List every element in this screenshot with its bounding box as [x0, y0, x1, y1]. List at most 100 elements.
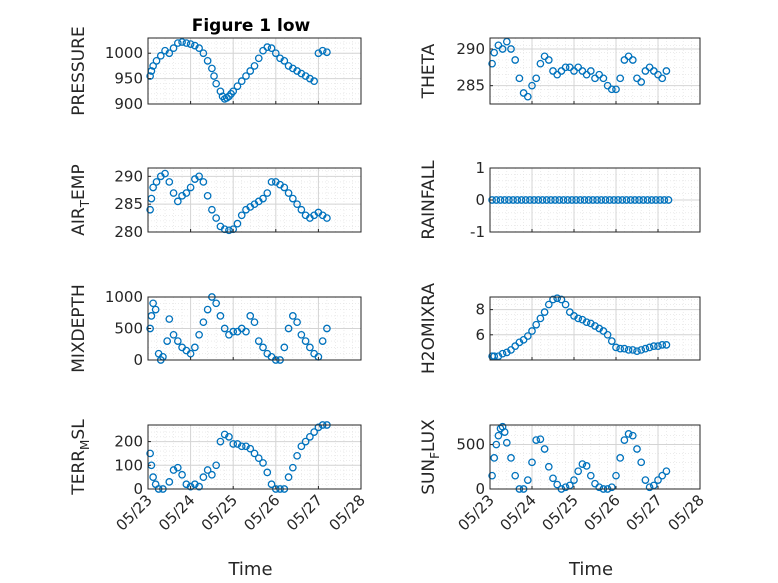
data-point [589, 196, 597, 204]
plot-area [490, 38, 700, 104]
data-point [191, 343, 199, 352]
data-point [652, 196, 660, 204]
data-point [149, 473, 157, 481]
x-tick-label: 05/26 [581, 491, 624, 534]
y-axis-label: RAINFALL [419, 160, 439, 240]
data-point [488, 196, 496, 204]
data-point [633, 445, 641, 453]
plot-area [148, 168, 361, 232]
data-point [161, 169, 169, 178]
data-point [664, 196, 673, 204]
y-tick-label: 950 [114, 70, 143, 88]
x-tick-label: 05/26 [240, 491, 283, 534]
data-point [500, 196, 509, 204]
x-tick-label: 05/25 [539, 491, 582, 534]
data-point [173, 39, 182, 47]
data-point [526, 196, 534, 204]
data-point [233, 440, 242, 448]
data-point [578, 460, 587, 468]
data-point [559, 196, 568, 204]
data-point [628, 56, 637, 64]
data-point [496, 196, 505, 204]
data-point [624, 346, 633, 354]
data-point [641, 344, 650, 353]
subplot-h2omixra: 6 8 H2OMIXRA [419, 283, 701, 374]
data-point [616, 344, 625, 353]
data-point [318, 46, 327, 55]
y-tick-label: 1 [475, 159, 485, 177]
data-point [169, 466, 178, 474]
data-point [528, 81, 536, 90]
data-point [263, 468, 272, 477]
y-tick-label: 8 [475, 301, 485, 319]
data-point [310, 428, 318, 436]
data-point [165, 178, 174, 186]
data-point [195, 330, 203, 339]
x-tick-label: 05/27 [283, 491, 326, 534]
data-point [165, 478, 174, 486]
data-point [267, 44, 276, 53]
data-point [542, 196, 551, 204]
data-point [586, 471, 595, 480]
data-point [555, 196, 564, 204]
data-point [149, 299, 157, 308]
subplot-mixdepth: 0 500 1000 MIXDEPTH [69, 284, 362, 373]
data-point [595, 483, 604, 492]
plot-area [490, 297, 700, 360]
data-point [178, 470, 186, 479]
data-point [658, 341, 667, 349]
data-point [490, 454, 499, 462]
data-point [173, 337, 182, 345]
data-point [574, 314, 583, 323]
data-point [186, 349, 195, 358]
y-tick-label: 280 [114, 223, 143, 241]
axes-box [489, 424, 701, 490]
data-point [637, 458, 646, 467]
data-point [301, 437, 310, 446]
data-point [165, 315, 174, 323]
data-point [169, 44, 178, 53]
data-point [509, 196, 517, 204]
data-point [280, 183, 289, 192]
data-point [288, 194, 297, 203]
data-point [242, 327, 250, 336]
data-point [490, 48, 499, 57]
data-point [263, 43, 272, 51]
data-point [599, 74, 608, 83]
data-point [246, 312, 255, 320]
x-tick-label: 05/28 [326, 491, 369, 534]
y-tick-label: 100 [114, 456, 143, 474]
data-point [146, 205, 154, 214]
data-point [624, 430, 633, 438]
data-point [549, 474, 557, 483]
y-axis-label: SUNFLUX [419, 419, 442, 495]
subplot-sun_flux: 050005/2305/2405/2505/2605/2705/28SUNFLU… [419, 419, 708, 580]
data-point [582, 462, 591, 470]
y-tick-label: 0 [133, 351, 143, 369]
data-point [186, 40, 195, 48]
data-point [574, 467, 583, 476]
data-point [654, 476, 662, 484]
data-point [163, 337, 172, 345]
data-point [500, 428, 509, 436]
data-point [603, 330, 612, 339]
axes-box [147, 167, 362, 233]
data-point [314, 423, 323, 432]
data-point [297, 205, 306, 214]
data-point [254, 54, 263, 63]
data-point [263, 189, 272, 197]
data-point [563, 196, 572, 204]
y-tick-label: 290 [114, 167, 143, 185]
x-tick-label: 05/25 [198, 491, 241, 534]
data-point [628, 431, 637, 440]
data-point [645, 343, 654, 352]
data-point [146, 449, 154, 458]
data-point [146, 72, 154, 80]
data-point [186, 482, 195, 491]
data-point [259, 459, 267, 467]
x-tick-label: 05/24 [497, 491, 540, 534]
data-point [242, 72, 250, 80]
data-point [536, 59, 545, 68]
data-point [628, 346, 637, 354]
